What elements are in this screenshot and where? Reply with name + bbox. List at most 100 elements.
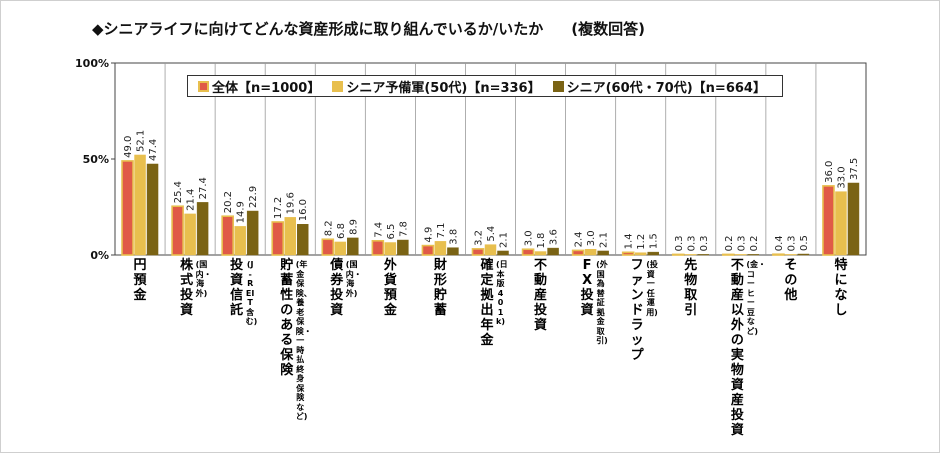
legend-label: 全体【n=1000】	[212, 80, 321, 96]
bar	[134, 154, 146, 256]
category-label: 確定拠出年金 (日本版401k)	[480, 258, 508, 348]
category-label: 株式投資 (国内・海外)	[180, 258, 212, 318]
category-main-label: 円預金	[133, 258, 147, 303]
bar	[347, 237, 359, 256]
category-sub-label: (投資一任運用)	[646, 260, 658, 317]
data-label: 1.5	[649, 233, 660, 249]
category-main-label: 特になし	[834, 258, 848, 318]
category-label: FX投資 (外国為替証拠金取引)	[580, 258, 608, 346]
bar	[284, 217, 296, 256]
bar	[296, 224, 309, 256]
category-sub-label: (日本版401k)	[496, 260, 508, 326]
category-main-label: 不動産投資	[534, 258, 548, 333]
bar	[634, 252, 647, 256]
data-label: 0.4	[774, 235, 785, 251]
bar	[447, 247, 459, 256]
category-main-label: ファンドラップ	[630, 258, 644, 363]
data-label: 27.4	[198, 177, 209, 199]
category-label: 不動産投資	[534, 258, 548, 333]
data-label: 3.6	[549, 229, 560, 245]
bar	[246, 210, 259, 256]
bar	[797, 253, 810, 256]
legend-item: 全体【n=1000】	[198, 77, 320, 96]
bar	[735, 254, 747, 256]
data-label: 1.2	[636, 234, 647, 250]
bar	[334, 241, 347, 256]
category-main-label: FX投資	[580, 258, 594, 318]
category-main-label: 先物取引	[684, 258, 698, 318]
bar	[471, 248, 485, 256]
category-main-label: 貯蓄性のある保険	[280, 258, 294, 378]
data-label: 6.8	[336, 223, 347, 239]
bar	[747, 254, 760, 256]
legend-label: シニア予備軍(50代)【n=336】	[346, 80, 541, 96]
chart-legend: 全体【n=1000】 シニア予備軍(50代)【n=336】 シニア(60代・70代)…	[187, 75, 783, 97]
data-label: 1.4	[624, 233, 635, 249]
bar	[171, 205, 184, 256]
data-label: 1.8	[536, 233, 547, 249]
category-label: 特になし	[834, 258, 848, 318]
bar	[384, 242, 397, 256]
bar	[397, 239, 409, 256]
data-label: 33.0	[836, 166, 847, 188]
data-label: 14.9	[236, 201, 247, 223]
bar	[671, 253, 685, 256]
category-sub-label: (年金保険、養老保険・一時払終身保険など)	[295, 260, 312, 421]
category-sub-label: (J-REIT含む)	[245, 260, 258, 326]
bar	[484, 244, 497, 256]
data-label: 2.1	[499, 232, 510, 248]
bar	[184, 213, 196, 256]
legend-label: シニア(60代・70代)【n=664】	[566, 80, 766, 96]
category-main-label: 債券投資	[330, 258, 344, 318]
bar	[521, 248, 535, 256]
y-tick-label: 50%	[83, 153, 109, 166]
bar	[847, 182, 860, 256]
bar	[621, 251, 635, 256]
bar	[597, 250, 609, 256]
category-sub-label: (金・コーヒー豆など)	[746, 260, 766, 336]
legend-swatch	[332, 80, 344, 92]
data-label: 17.2	[273, 197, 284, 219]
category-label: 財形貯蓄	[433, 258, 447, 318]
category-main-label: 不動産以外の実物資産投資	[730, 258, 744, 438]
category-main-label: 株式投資	[180, 258, 194, 318]
category-main-label: 財形貯蓄	[433, 258, 447, 318]
category-label: 不動産以外の実物資産投資(金・コーヒー豆など)	[730, 258, 766, 438]
data-label: 52.1	[136, 130, 147, 152]
data-label: 7.8	[398, 221, 409, 237]
category-label: 外貨預金	[383, 258, 397, 318]
bar	[321, 238, 335, 256]
bar	[421, 244, 435, 256]
legend-item: シニア予備軍(50代)【n=336】	[332, 77, 541, 96]
data-label: 7.1	[436, 222, 447, 238]
data-label: 0.3	[786, 235, 797, 251]
data-label: 16.0	[298, 199, 309, 221]
data-label: 47.4	[148, 139, 159, 161]
legend-item: シニア(60代・70代)【n=664】	[552, 77, 766, 96]
bar	[584, 248, 597, 256]
category-sub-label: (外国為替証拠金取引)	[596, 260, 608, 345]
category-main-label: 確定拠出年金	[480, 258, 494, 348]
bar	[647, 251, 659, 256]
category-sub-label: (国内・海外)	[195, 260, 212, 298]
bar	[822, 185, 835, 256]
bar	[835, 191, 847, 256]
category-main-label: 投資信託	[230, 258, 244, 318]
data-label: 0.2	[749, 235, 760, 251]
data-label: 3.8	[448, 229, 459, 245]
data-label: 5.4	[486, 226, 497, 242]
data-label: 0.2	[724, 235, 735, 251]
category-label: その他	[784, 258, 798, 303]
category-label: 円預金	[133, 258, 147, 303]
legend-swatch	[552, 80, 564, 92]
bar	[121, 160, 134, 256]
bar	[371, 239, 385, 256]
bar	[697, 254, 710, 256]
chart-subtitle: (複数回答)	[571, 20, 645, 38]
bar	[234, 226, 246, 256]
bar	[196, 202, 209, 256]
bar	[146, 163, 159, 256]
data-label: 49.0	[123, 136, 134, 158]
data-label: 22.9	[248, 186, 259, 208]
data-label: 0.3	[686, 235, 697, 251]
